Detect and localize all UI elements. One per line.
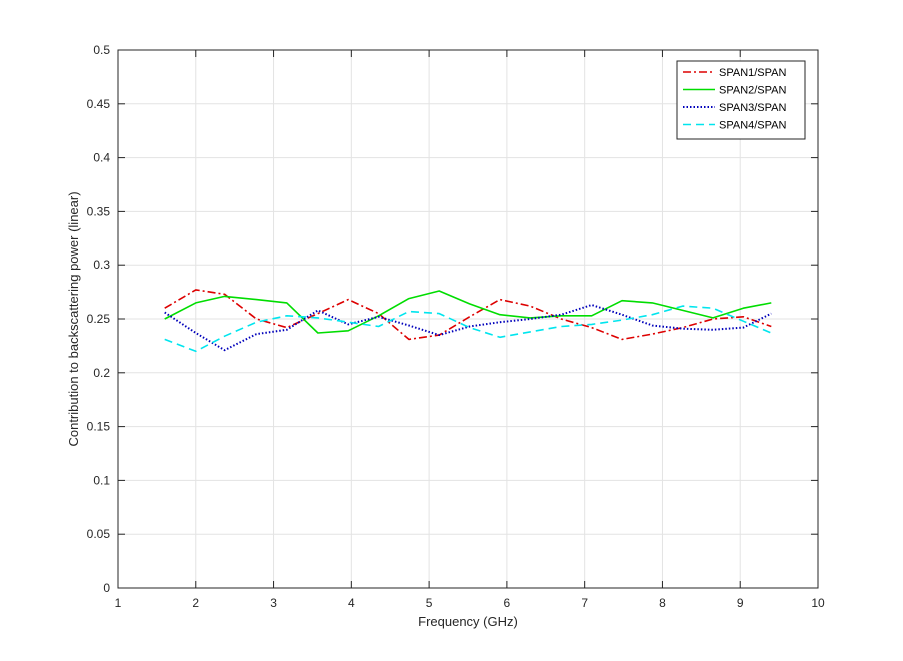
legend: SPAN1/SPAN SPAN2/SPAN SPAN3/SPAN SPAN4/SPAN [676,60,806,140]
series-line-2 [164,290,772,334]
y-tick-label: 0.5 [93,43,110,57]
y-tick-label: 0.4 [93,151,110,165]
y-tick-label: 0.45 [87,97,111,111]
y-tick-label: 0 [103,581,110,595]
x-tick-label: 10 [811,596,825,610]
y-tick-label: 0.3 [93,258,110,272]
x-tick-label: 1 [115,596,122,610]
legend-label: SPAN4/SPAN [719,120,787,132]
legend-label: SPAN2/SPAN [719,85,787,97]
y-tick-label: 0.05 [87,527,111,541]
x-tick-label: 5 [426,596,433,610]
y-tick-label: 0.25 [87,312,111,326]
legend-box [676,60,806,140]
y-tick-label: 0.35 [87,204,111,218]
x-tick-label: 2 [192,596,199,610]
axis-ticks: 1 2 3 4 5 6 7 8 9 10 0 0.05 0.1 0.15 0.2 0.25 0.3 0.35 0.4… [87,43,825,610]
series-line-1 [164,289,772,341]
legend-label: SPAN1/SPAN [719,67,787,79]
y-tick-label: 0.15 [87,420,111,434]
x-tick-label: 8 [659,596,666,610]
x-tick-label: 9 [737,596,744,610]
y-tick-label: 0.1 [93,473,110,487]
x-tick-label: 3 [270,596,277,610]
x-tick-label: 6 [504,596,511,610]
x-tick-label: 4 [348,596,355,610]
legend-label: SPAN3/SPAN [719,102,787,114]
series-lines [164,289,772,353]
series-line-4 [164,305,772,353]
y-axis-label: Contribution to backscattering power (li… [66,191,81,446]
x-tick-label: 7 [581,596,588,610]
series-line-3 [164,304,772,352]
x-axis-label: Frequency (GHz) [418,614,518,629]
y-tick-label: 0.2 [93,366,110,380]
grid-lines [117,49,819,589]
